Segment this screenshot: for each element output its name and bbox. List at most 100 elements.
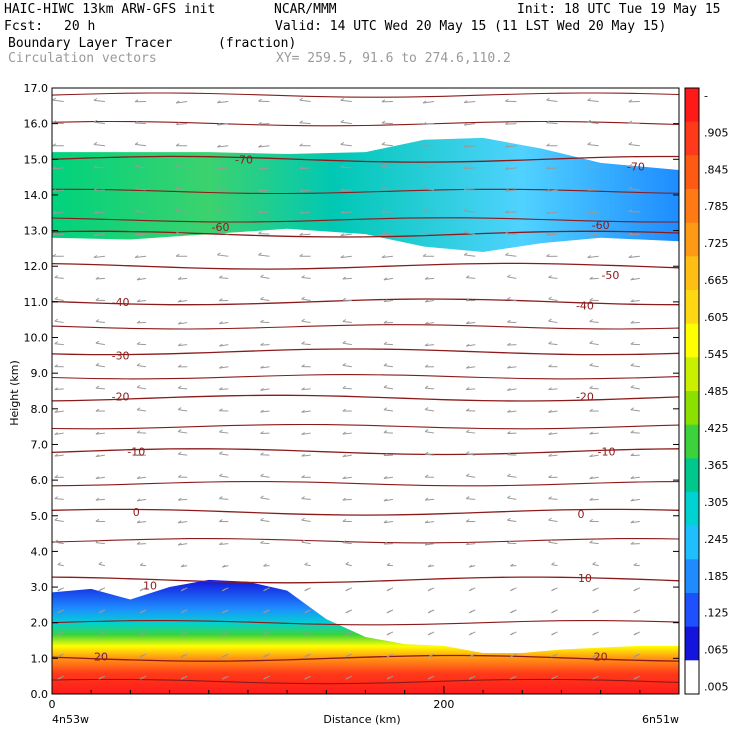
vector-arrowhead	[342, 385, 347, 389]
vector-arrowhead	[546, 188, 550, 192]
vector-arrowhead	[93, 233, 98, 237]
vector-arrow	[383, 386, 394, 390]
colorbar-label: .845	[704, 163, 729, 176]
vector-arrowhead	[95, 431, 100, 435]
vector-arrowhead	[301, 341, 305, 345]
vector-arrow	[299, 167, 311, 170]
vector-arrowhead	[465, 275, 470, 279]
vector-arrowhead	[589, 540, 593, 544]
vector-arrowhead	[52, 143, 57, 147]
vector-arrowhead	[630, 384, 635, 388]
vector-arrow	[628, 143, 640, 147]
contour-label: -40	[112, 296, 130, 309]
vector-arrowhead	[98, 588, 103, 592]
vector-arrowhead	[134, 186, 139, 190]
vector-arrowhead	[263, 632, 267, 636]
vector-arrowhead	[299, 143, 303, 147]
contour-line	[52, 188, 679, 195]
vector-arrowhead	[342, 431, 347, 435]
vector-arrowhead	[587, 164, 591, 168]
vector-arrowhead	[301, 296, 305, 300]
vector-arrow	[383, 277, 394, 281]
y-tick-label: 14.0	[24, 189, 49, 202]
vector-arrowhead	[180, 676, 185, 680]
vector-arrowhead	[301, 318, 305, 322]
vector-arrow	[301, 320, 311, 324]
vector-arrow	[628, 233, 640, 236]
vector-arrow	[258, 123, 270, 125]
vector-arrow	[424, 431, 435, 434]
vector-arrow	[136, 277, 147, 281]
vector-arrowhead	[219, 519, 223, 523]
vector-arrow	[176, 188, 188, 191]
vector-arrowhead	[383, 363, 388, 366]
vector-arrowhead	[260, 365, 264, 369]
vector-arrowhead	[134, 255, 139, 258]
contour-label: -40	[576, 299, 594, 312]
vector-arrow	[425, 387, 435, 390]
vector-arrow	[301, 498, 311, 500]
vector-arrowhead	[589, 476, 593, 480]
contour-line	[52, 217, 679, 223]
contour-label: -60	[212, 221, 230, 234]
vector-arrowhead	[260, 495, 264, 499]
vector-arrow	[548, 277, 558, 279]
contour-labels: -70 -70 -60 -60 -50 -40 -40 -30 -20 -20 -10 -10 0 0 10…	[94, 153, 645, 663]
vector-arrowhead	[546, 97, 550, 101]
vector-arrowhead	[54, 517, 59, 521]
vector-arrow	[383, 543, 393, 545]
contour-label: -50	[601, 269, 619, 282]
vector-arrow	[299, 233, 311, 236]
vector-arrowhead	[383, 476, 388, 479]
colorbar-swatch	[685, 660, 699, 695]
vector-arrowhead	[589, 518, 593, 522]
vector-arrow	[219, 475, 229, 478]
vector-arrowhead	[465, 365, 470, 369]
vector-arrow	[342, 364, 352, 368]
vector-arrow	[93, 121, 105, 125]
vector-arrowhead	[427, 588, 432, 592]
vector-arrowhead	[301, 432, 305, 435]
vector-arrowhead	[592, 561, 596, 565]
vector-arrowhead	[93, 187, 98, 191]
vector-arrowhead	[424, 276, 429, 280]
vector-arrowhead	[175, 143, 180, 147]
vector-arrow	[299, 189, 311, 192]
contour-label: 10	[143, 579, 157, 592]
vector-arrowhead	[386, 676, 391, 680]
vector-arrowhead	[345, 676, 350, 680]
vector-arrowhead	[548, 453, 552, 457]
vector-arrowhead	[468, 588, 473, 592]
vector-arrow	[630, 386, 640, 390]
vector-arrow	[95, 432, 105, 435]
colorbar: - .905 .845 .785 .725 .665 .605 .545 .485 .425 .36…	[684, 87, 729, 695]
vector-arrow	[134, 255, 147, 259]
vector-arrowhead	[507, 452, 511, 456]
contour-line	[52, 262, 679, 270]
vector-arrow	[178, 409, 188, 412]
vector-arrowhead	[299, 166, 303, 170]
vector-arrow	[587, 255, 599, 259]
y-tick-label: 2.0	[31, 617, 49, 630]
vector-arrowhead	[427, 564, 432, 568]
vector-arrowhead	[628, 255, 633, 258]
y-tick-label: 7.0	[31, 438, 49, 451]
vector-arrow	[176, 123, 188, 125]
vector-arrow	[342, 321, 352, 324]
vector-arrowhead	[628, 163, 633, 167]
vector-arrowhead	[383, 341, 388, 345]
vector-arrow	[54, 388, 64, 391]
vector-arrow	[546, 122, 558, 125]
vector-arrowhead	[548, 517, 552, 521]
vector-arrowhead	[505, 252, 509, 256]
vector-arrowhead	[345, 588, 350, 592]
vector-arrow	[217, 101, 229, 104]
vector-arrowhead	[180, 632, 185, 636]
vector-arrow	[178, 498, 188, 501]
vector-arrowhead	[139, 654, 144, 658]
vector-arrow	[342, 342, 352, 346]
vector-arrowhead	[134, 99, 139, 103]
y-tick-label: 5.0	[31, 510, 49, 523]
vector-arrowhead	[630, 520, 635, 524]
vector-arrowhead	[548, 496, 552, 500]
